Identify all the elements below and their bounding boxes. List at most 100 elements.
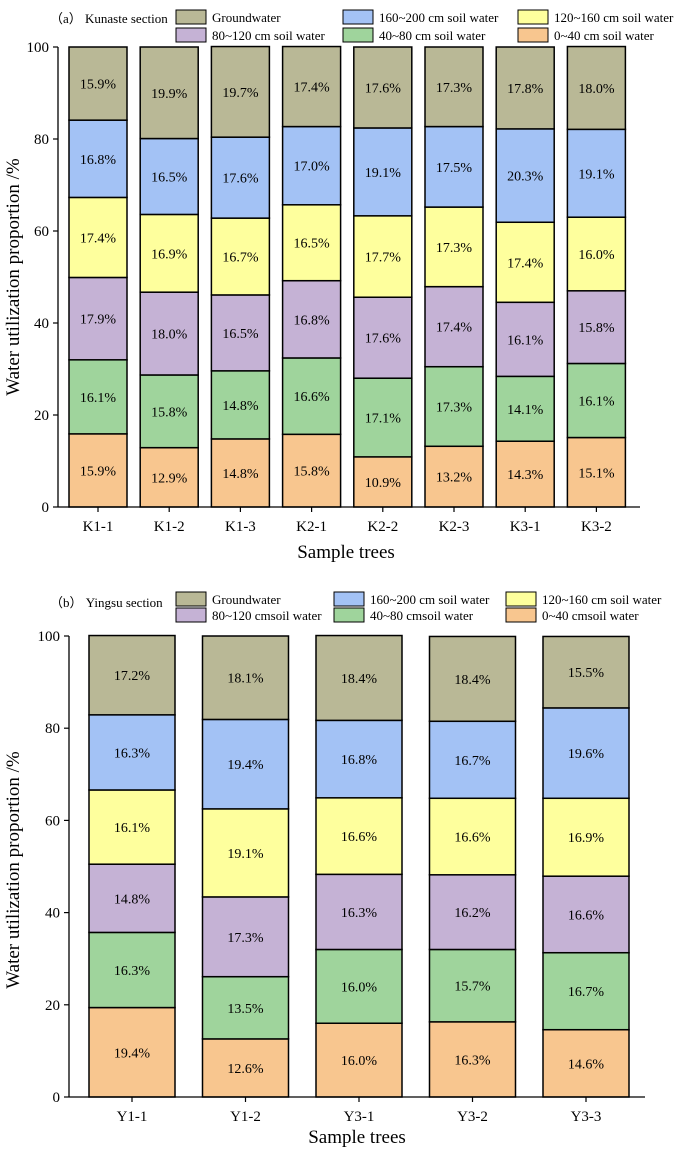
panel-b-data-label: 19.6%: [568, 747, 605, 762]
panel-a-bar-segment: [424, 125, 484, 208]
panel-a-data-label: 17.5%: [436, 161, 473, 176]
panel-b-bar-segment: [201, 896, 290, 978]
panel-a-bar-segment: [495, 375, 555, 442]
panel-a-bar-segment: [353, 377, 413, 458]
panel-a-legend: Groundwater 160~200 cm soil water 120~160 …: [175, 9, 674, 43]
panel-a-bar-segment: [139, 374, 199, 449]
panel-b-data-label: 16.3%: [341, 906, 378, 921]
panel-a-x-tick-label: K3-2: [581, 519, 612, 535]
panel-a-data-label: 17.1%: [365, 412, 402, 427]
panel-a-legend-label: 160~200 cm soil water: [379, 10, 499, 25]
panel-b-bar-segment: [88, 863, 176, 934]
panel-a-label: （a） Kunaste section: [50, 11, 168, 26]
panel-b-legend-label: 160~200 cm soil water: [370, 592, 490, 607]
panel-a-x-tick-label: K1-3: [225, 519, 256, 535]
panel-a-data-label: 17.8%: [507, 82, 544, 97]
panel-b-data-label: 15.7%: [454, 980, 491, 995]
panel-b-data-label: 16.7%: [454, 754, 491, 769]
panel-b-label: （b） Yingsu section: [50, 595, 163, 610]
panel-a-data-label: 19.1%: [578, 167, 615, 182]
panel-b-y-tick-label: 60: [45, 813, 60, 829]
panel-b-data-label: 16.3%: [454, 1053, 491, 1068]
panel-a-x-tick-label: K3-1: [510, 519, 541, 535]
panel-b-x-tick-label: Y3-3: [571, 1109, 602, 1125]
panel-a-bar-segment: [566, 290, 627, 365]
panel-b-bar-segment: [201, 1038, 290, 1098]
panel-b-data-label: 16.8%: [341, 753, 378, 768]
panel-b-data-label: 17.3%: [227, 931, 264, 946]
panel-b-legend-label: 0~40 cmsoil water: [542, 608, 639, 623]
panel-a-data-label: 16.5%: [222, 327, 259, 342]
panel-a-bar-segment: [139, 213, 199, 293]
panel-b-bar-segment: [315, 797, 403, 876]
panel-a-data-label: 13.2%: [436, 471, 473, 486]
panel-a-bar-segment: [68, 196, 128, 279]
panel-a-legend-label: 80~120 cm soil water: [212, 28, 325, 43]
panel-a-bar-segment: [566, 128, 627, 218]
panel-b-bar-segment: [428, 797, 517, 876]
panel-b-bar-segment: [201, 975, 290, 1040]
panel-a-bar-segment: [210, 370, 271, 440]
panel-b-y-tick-label: 20: [45, 998, 60, 1014]
panel-a-data-label: 15.9%: [80, 464, 117, 479]
panel-b-x-tick-label: Y3-1: [344, 1109, 375, 1125]
panel-a-x-axis-title: Sample trees: [297, 542, 395, 563]
panel-a-bar-segment: [566, 436, 627, 508]
panel-a-legend-swatch: [175, 27, 207, 43]
panel-a-data-label: 18.0%: [578, 82, 615, 97]
panel-a-bar-segment: [495, 46, 555, 130]
panel-a-legend-swatch: [342, 9, 374, 25]
panel-a-bar-segment: [353, 46, 413, 129]
panel-b-legend-swatch: [505, 591, 537, 607]
panel-a-bar-segment: [68, 359, 128, 435]
panel-a-bar-segment: [281, 204, 342, 282]
panel-b-data-label: 18.4%: [454, 673, 491, 688]
panel-a-data-label: 17.4%: [80, 231, 117, 246]
panel-b-data-label: 16.6%: [568, 908, 605, 923]
panel-a-data-label: 15.1%: [578, 466, 615, 481]
panel-a-y-tick-label: 100: [27, 40, 50, 56]
panel-a-bar-segment: [566, 216, 627, 292]
panel-a-legend-label: 120~160 cm soil water: [554, 10, 674, 25]
panel-b-data-label: 16.3%: [114, 746, 151, 761]
panel-b-bar-segment: [542, 875, 630, 954]
panel-b-bar-segment: [88, 1006, 176, 1098]
panel-a-data-label: 14.8%: [222, 399, 259, 414]
panel-b-bar-segment: [542, 951, 630, 1031]
panel-a-bar-segment: [566, 362, 627, 439]
panel-b-legend-label: 80~120 cmsoil water: [212, 608, 322, 623]
panel-b-y-axis-title: Water utilization proportion /%: [3, 751, 24, 989]
panel-a-data-label: 17.3%: [436, 241, 473, 256]
panel-b-data-label: 19.4%: [114, 1046, 151, 1061]
panel-a-bar-segment: [495, 221, 555, 304]
panel-a-x-tick-label: K2-3: [439, 519, 470, 535]
panel-b-legend-label: 120~160 cm soil water: [542, 592, 662, 607]
panel-b-bar-segment: [88, 931, 176, 1009]
panel-a-bar-segment: [281, 433, 342, 508]
panel-a-data-label: 12.9%: [151, 471, 188, 486]
panel-a-data-label: 17.4%: [294, 81, 331, 96]
panel-a-data-label: 17.4%: [507, 256, 544, 271]
panel-a-legend-swatch: [342, 27, 374, 43]
panel-b-legend-swatch: [333, 591, 365, 607]
panel-a-data-label: 16.8%: [80, 153, 117, 168]
panel-a-bar-segment: [495, 128, 555, 224]
panel-b-data-label: 16.3%: [114, 964, 151, 979]
panel-a-bar-segment: [68, 46, 128, 121]
panel-a-data-label: 15.9%: [80, 78, 117, 93]
panel-a-legend-label: 0~40 cm soil water: [554, 28, 654, 43]
panel-a-data-label: 17.0%: [294, 160, 331, 175]
panel-a-data-label: 16.1%: [578, 395, 615, 410]
panel-a-data-label: 19.1%: [365, 166, 402, 181]
panel-a-legend-swatch: [175, 9, 207, 25]
panel-b-bar-segment: [315, 948, 403, 1024]
panel-a-data-label: 16.1%: [507, 333, 544, 348]
panel-a-bar-segment: [139, 291, 199, 376]
panel-b-x-tick-label: Y3-2: [457, 1109, 488, 1125]
panel-a-bar-segment: [281, 357, 342, 436]
panel-a-bar-segment: [210, 45, 271, 138]
panel-a-bar-segment: [281, 45, 342, 128]
panel-a-legend-label: Groundwater: [212, 10, 281, 25]
panel-a-legend-swatch: [517, 9, 549, 25]
panel-b-data-label: 16.6%: [454, 831, 491, 846]
